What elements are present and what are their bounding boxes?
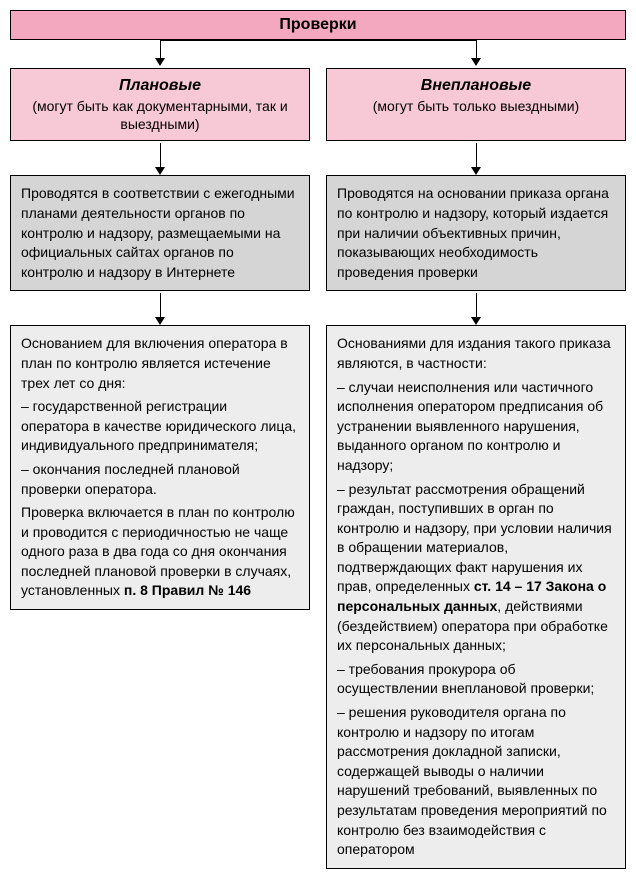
arrow-connector bbox=[155, 293, 165, 325]
basis-intro-planned: Основанием для включения оператора в пла… bbox=[21, 334, 299, 393]
arrow-line bbox=[160, 143, 161, 167]
arrow-head bbox=[471, 58, 481, 66]
basis-item-unplanned: – решения руководителя органа по контрол… bbox=[337, 703, 615, 860]
fork-arrow-right bbox=[471, 40, 481, 66]
desc-text-unplanned: Проводятся на основании приказа органа п… bbox=[337, 185, 609, 279]
arrow-line bbox=[476, 40, 477, 58]
desc-box-planned: Проводятся в соответствии с ежегодными п… bbox=[10, 175, 310, 291]
type-box-unplanned: Внеплановые (могут быть только выездными… bbox=[326, 68, 626, 141]
fork-arrow-left bbox=[155, 40, 165, 66]
type-box-planned: Плановые (могут быть как документарными,… bbox=[10, 68, 310, 141]
basis-intro-unplanned: Основаниями для издания такого приказа я… bbox=[337, 334, 615, 373]
arrow-line bbox=[160, 293, 161, 317]
arrow-head bbox=[471, 167, 481, 175]
arrow-head bbox=[155, 58, 165, 66]
type-subtitle-planned: (могут быть как документарными, так и вы… bbox=[19, 97, 301, 135]
basis-item-unplanned: – случаи неисполнения или частичного исп… bbox=[337, 378, 615, 476]
header-box: Проверки bbox=[10, 10, 626, 40]
basis-tail-bold: п. 8 Правил № 146 bbox=[124, 582, 251, 598]
basis-box-unplanned: Основаниями для издания такого приказа я… bbox=[326, 325, 626, 868]
arrow-head bbox=[155, 317, 165, 325]
flowchart-root: Проверки Плановые (могут быть как докуме… bbox=[10, 10, 626, 869]
basis-tail-planned: Проверка включается в план по контролю и… bbox=[21, 503, 299, 601]
arrow-connector bbox=[155, 143, 165, 175]
desc-text-planned: Проводятся в соответствии с ежегодными п… bbox=[21, 185, 295, 279]
arrow-line bbox=[476, 143, 477, 167]
header-title: Проверки bbox=[279, 16, 356, 33]
arrow-line bbox=[476, 293, 477, 317]
type-subtitle-unplanned: (могут быть только выездными) bbox=[335, 97, 617, 116]
fork-horizontal-line bbox=[160, 40, 476, 41]
arrow-head bbox=[155, 167, 165, 175]
fork-connector bbox=[10, 40, 626, 68]
basis-item-unplanned: – результат рассмотрения обращений гражд… bbox=[337, 480, 615, 656]
arrow-connector bbox=[471, 143, 481, 175]
basis-item-planned: – окончания последней плановой проверки … bbox=[21, 460, 299, 499]
type-subtitle-spacer bbox=[335, 115, 617, 134]
arrow-line bbox=[160, 40, 161, 58]
arrow-connector bbox=[471, 293, 481, 325]
basis-item-planned: – государственной регистрации оператора … bbox=[21, 397, 299, 456]
arrow-head bbox=[471, 317, 481, 325]
type-title-planned: Плановые bbox=[19, 75, 301, 97]
column-planned: Плановые (могут быть как документарными,… bbox=[10, 68, 310, 869]
columns: Плановые (могут быть как документарными,… bbox=[10, 68, 626, 869]
type-title-unplanned: Внеплановые bbox=[335, 75, 617, 97]
basis-box-planned: Основанием для включения оператора в пла… bbox=[10, 325, 310, 610]
column-unplanned: Внеплановые (могут быть только выездными… bbox=[326, 68, 626, 869]
desc-box-unplanned: Проводятся на основании приказа органа п… bbox=[326, 175, 626, 291]
basis-item-unplanned: – требования прокурора об осуществлении … bbox=[337, 660, 615, 699]
